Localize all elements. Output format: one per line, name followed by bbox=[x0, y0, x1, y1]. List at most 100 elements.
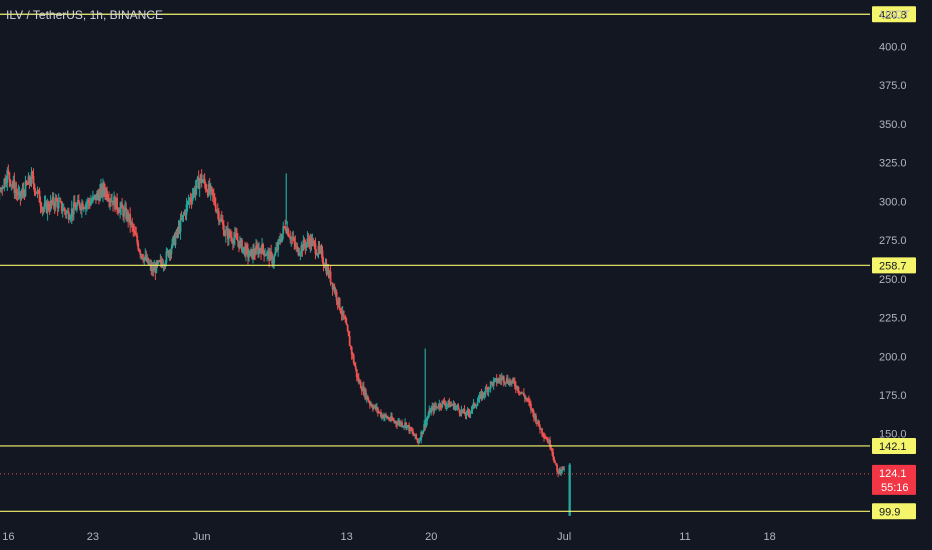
candle bbox=[382, 414, 384, 419]
candle bbox=[337, 296, 340, 308]
candle bbox=[266, 249, 269, 262]
candle bbox=[22, 182, 25, 199]
candle bbox=[130, 220, 133, 228]
candle bbox=[362, 381, 365, 397]
candle bbox=[426, 415, 429, 426]
y-tick-label: 175.0 bbox=[879, 390, 907, 402]
candle bbox=[248, 249, 250, 262]
candle bbox=[252, 244, 254, 264]
candle bbox=[67, 207, 70, 224]
x-tick-label: 18 bbox=[763, 531, 775, 543]
candle bbox=[539, 424, 541, 434]
candle bbox=[336, 299, 339, 310]
candle bbox=[485, 383, 488, 389]
candle bbox=[52, 192, 55, 210]
candle bbox=[40, 201, 43, 213]
time-axis[interactable]: 16 23 Jun 13 20 Jul 11 18 bbox=[2, 531, 776, 543]
candle bbox=[166, 248, 169, 254]
candle bbox=[508, 377, 511, 387]
candle bbox=[181, 214, 184, 222]
candle bbox=[281, 233, 284, 243]
candle bbox=[328, 270, 331, 279]
candle-countdown: 55:16 bbox=[881, 482, 909, 494]
candle bbox=[85, 198, 88, 212]
candle bbox=[308, 235, 311, 250]
candle bbox=[414, 433, 417, 440]
level-badge-label: 258.7 bbox=[879, 260, 907, 272]
price-axis[interactable]: 150.0 175.0 200.0 225.0 250.0 275.0 300.0 325.0… bbox=[879, 41, 907, 440]
candle bbox=[237, 232, 239, 247]
candle bbox=[312, 237, 315, 247]
candle bbox=[46, 198, 49, 221]
candle bbox=[100, 178, 102, 199]
candle bbox=[442, 398, 445, 405]
candle bbox=[188, 196, 191, 209]
candle bbox=[543, 432, 545, 442]
candle bbox=[34, 188, 37, 197]
candle bbox=[506, 374, 509, 385]
x-tick-label: Jun bbox=[193, 531, 211, 543]
candle bbox=[9, 178, 12, 188]
candle bbox=[77, 194, 80, 203]
candle bbox=[53, 201, 56, 214]
candle bbox=[295, 242, 298, 253]
candle bbox=[456, 403, 459, 411]
candle bbox=[112, 200, 114, 212]
candle bbox=[410, 426, 413, 432]
candle bbox=[458, 408, 461, 417]
candle bbox=[280, 234, 283, 243]
candle bbox=[321, 245, 324, 264]
candle bbox=[291, 231, 294, 245]
candle bbox=[82, 206, 85, 212]
candle bbox=[305, 242, 308, 252]
candle bbox=[409, 426, 412, 434]
candle bbox=[109, 198, 111, 211]
candle bbox=[185, 197, 188, 221]
candle bbox=[260, 245, 262, 260]
candle bbox=[128, 213, 131, 223]
candle bbox=[556, 463, 559, 473]
candle bbox=[351, 351, 354, 360]
candle bbox=[438, 399, 441, 412]
candle bbox=[203, 173, 206, 189]
candle bbox=[349, 345, 352, 350]
candle bbox=[236, 228, 238, 241]
candle bbox=[38, 187, 41, 203]
candle bbox=[452, 400, 455, 410]
candle bbox=[216, 203, 219, 220]
candle bbox=[243, 246, 245, 255]
candle bbox=[296, 242, 299, 252]
candle bbox=[433, 402, 436, 414]
candle bbox=[469, 411, 472, 419]
candle bbox=[65, 210, 68, 219]
candle bbox=[73, 195, 76, 208]
candle bbox=[258, 241, 260, 258]
candle bbox=[99, 183, 101, 202]
candle bbox=[268, 247, 271, 268]
candle bbox=[25, 179, 28, 186]
chart-title[interactable]: ILV / TetherUS, 1h, BINANCE bbox=[6, 8, 163, 22]
candle bbox=[395, 420, 397, 428]
candle bbox=[205, 184, 208, 193]
candle bbox=[428, 405, 431, 418]
candle bbox=[473, 402, 476, 409]
candle bbox=[415, 433, 418, 440]
candle bbox=[195, 179, 198, 196]
candle bbox=[399, 419, 401, 427]
candle bbox=[167, 250, 170, 258]
candle bbox=[108, 191, 110, 208]
candle bbox=[358, 379, 361, 385]
candle bbox=[468, 408, 471, 418]
candle bbox=[392, 417, 394, 421]
candle bbox=[552, 448, 554, 461]
candle bbox=[397, 418, 399, 426]
candle bbox=[533, 410, 535, 422]
candle bbox=[482, 392, 485, 399]
candle bbox=[309, 233, 312, 253]
candle bbox=[376, 406, 379, 417]
candle bbox=[57, 193, 60, 212]
candle bbox=[198, 177, 201, 198]
candle bbox=[373, 405, 376, 409]
horizontal-levels[interactable] bbox=[0, 13, 870, 512]
